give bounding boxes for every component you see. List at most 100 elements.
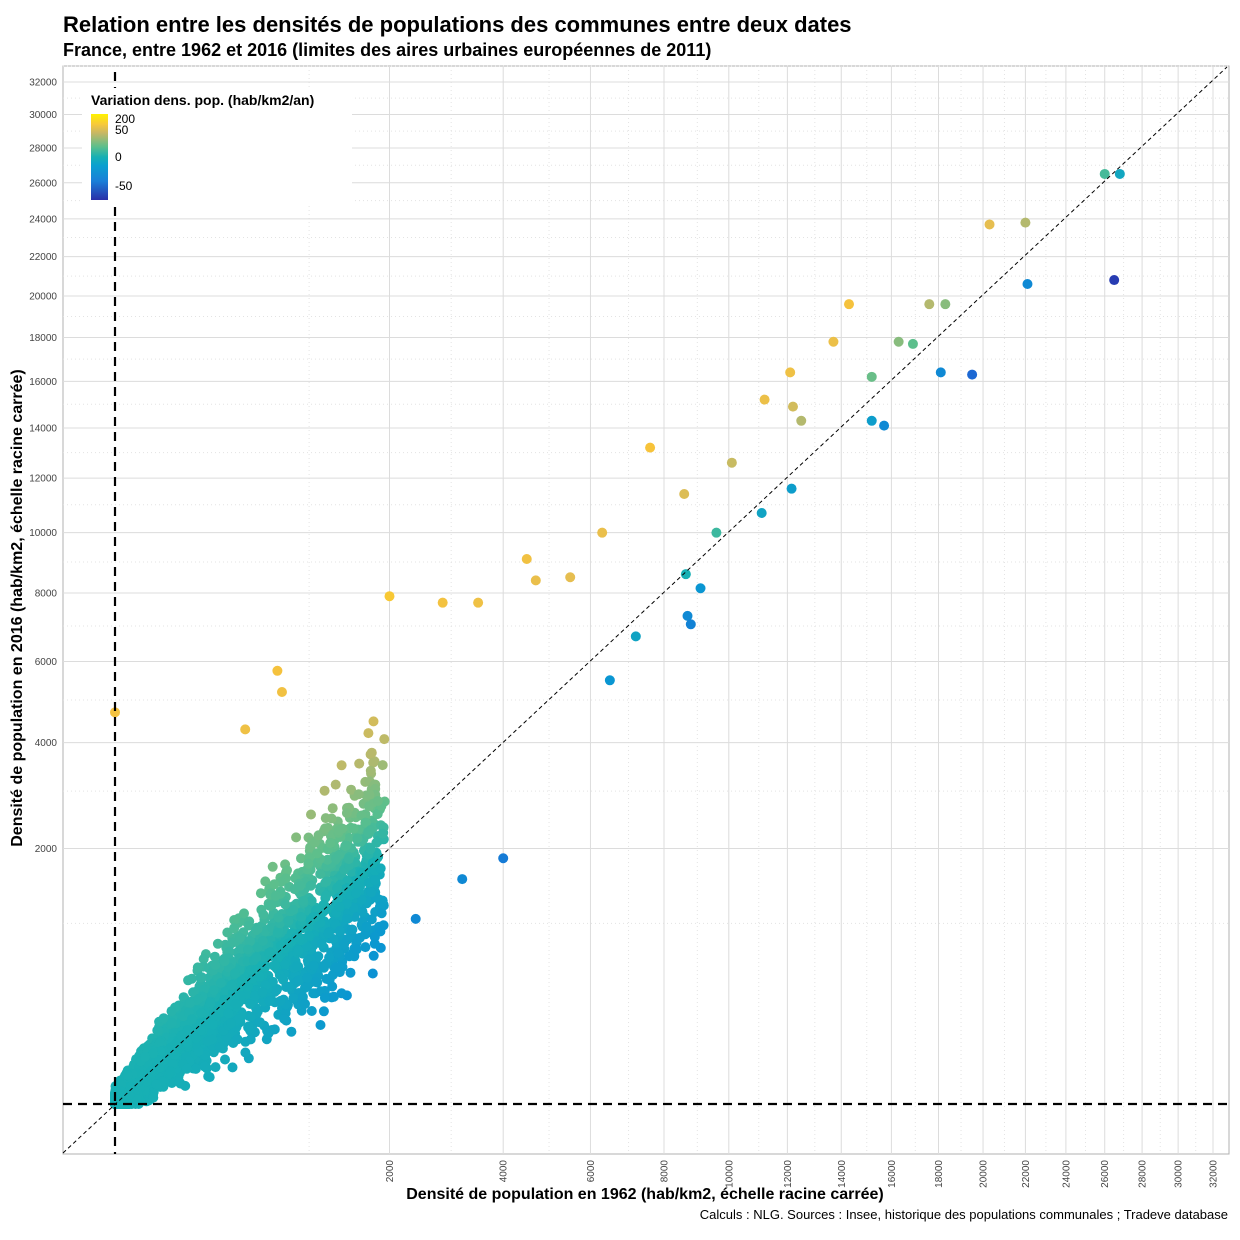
data-point: [679, 489, 690, 500]
data-point: [233, 1014, 244, 1025]
data-point: [239, 908, 249, 919]
data-point: [296, 912, 307, 922]
data-point: [336, 988, 347, 999]
data-point: [267, 861, 278, 872]
data-point: [154, 1055, 164, 1066]
data-point: [229, 915, 240, 925]
data-point: [604, 675, 615, 686]
y-tick-label: 32000: [29, 78, 57, 89]
data-point: [308, 988, 319, 999]
data-point: [259, 961, 270, 972]
point-cloud: [110, 716, 390, 1109]
data-point: [270, 890, 281, 901]
data-point: [243, 1021, 254, 1032]
y-tick-label: 18000: [29, 333, 57, 344]
data-point: [984, 219, 995, 230]
data-point: [275, 995, 286, 1006]
data-point: [498, 853, 509, 864]
chart-title: Relation entre les densités de populatio…: [63, 12, 852, 37]
data-point: [360, 942, 371, 953]
data-point: [275, 940, 286, 951]
data-point: [148, 1092, 159, 1103]
data-point: [111, 1087, 122, 1098]
y-tick-label: 26000: [29, 178, 57, 189]
data-point: [267, 899, 278, 910]
data-point: [192, 962, 203, 973]
data-point: [302, 973, 313, 983]
data-point: [277, 973, 288, 984]
data-point: [227, 1062, 238, 1073]
data-point: [866, 415, 877, 426]
data-point: [269, 879, 280, 890]
data-point: [167, 1017, 177, 1028]
x-tick-label: 14000: [837, 1160, 848, 1188]
data-point: [352, 833, 363, 844]
data-point: [302, 981, 313, 992]
data-point: [308, 960, 319, 971]
data-point: [332, 882, 343, 893]
data-point: [232, 1034, 243, 1045]
x-tick-label: 28000: [1138, 1160, 1149, 1188]
data-point: [365, 844, 376, 855]
x-tick-label: 2000: [385, 1160, 396, 1183]
data-point: [245, 936, 255, 947]
data-point: [181, 1063, 192, 1074]
y-tick-label: 10000: [29, 528, 57, 539]
data-point: [924, 299, 935, 310]
data-point: [306, 809, 316, 820]
data-point: [597, 527, 608, 538]
chart-subtitle: France, entre 1962 et 2016 (limites des …: [63, 40, 712, 60]
data-point: [333, 825, 344, 836]
x-tick-label: 18000: [934, 1160, 945, 1188]
data-point: [1022, 279, 1033, 290]
data-point: [165, 1066, 176, 1077]
data-point: [293, 945, 304, 956]
data-point: [226, 1018, 237, 1029]
data-point: [356, 894, 367, 905]
data-point: [188, 987, 199, 998]
data-point: [365, 749, 376, 760]
x-tick-label: 16000: [887, 1160, 898, 1188]
data-point: [907, 338, 918, 349]
major-grid: [63, 66, 1229, 1154]
data-point: [158, 1013, 169, 1024]
data-point: [243, 920, 254, 931]
data-point: [291, 832, 302, 843]
data-point: [318, 1006, 329, 1017]
data-point: [332, 893, 343, 904]
y-tick-label: 4000: [35, 738, 58, 749]
y-axis-ticks: 2000 4000 6000 8000 10000 12000 14000 16000 1800…: [29, 78, 57, 856]
data-point: [330, 779, 341, 790]
x-tick-label: 26000: [1100, 1160, 1111, 1188]
data-point: [323, 928, 334, 939]
data-point: [214, 1042, 225, 1053]
data-point: [726, 457, 737, 468]
data-point: [935, 367, 946, 378]
data-point: [367, 858, 378, 869]
data-point: [361, 921, 372, 932]
data-point: [300, 998, 310, 1009]
data-point: [283, 916, 294, 926]
data-point: [312, 848, 323, 859]
data-point: [313, 830, 324, 841]
data-point: [521, 553, 532, 564]
data-point: [250, 965, 261, 976]
data-point: [796, 415, 807, 426]
data-point: [288, 993, 299, 1004]
data-point: [310, 977, 321, 987]
data-point: [193, 994, 204, 1004]
data-point: [273, 912, 284, 923]
data-point: [170, 1045, 181, 1056]
x-tick-label: 32000: [1209, 1160, 1220, 1188]
data-point: [202, 1036, 213, 1047]
data-point: [252, 1006, 263, 1017]
data-point: [320, 823, 331, 834]
x-tick-label: 30000: [1174, 1160, 1185, 1188]
data-point: [243, 944, 253, 955]
data-point: [333, 947, 344, 958]
data-point: [295, 880, 306, 891]
data-point: [303, 930, 314, 941]
data-point: [288, 904, 299, 915]
y-axis-label: Densité de population en 2016 (hab/km2, …: [9, 369, 26, 847]
data-point: [122, 1070, 133, 1081]
